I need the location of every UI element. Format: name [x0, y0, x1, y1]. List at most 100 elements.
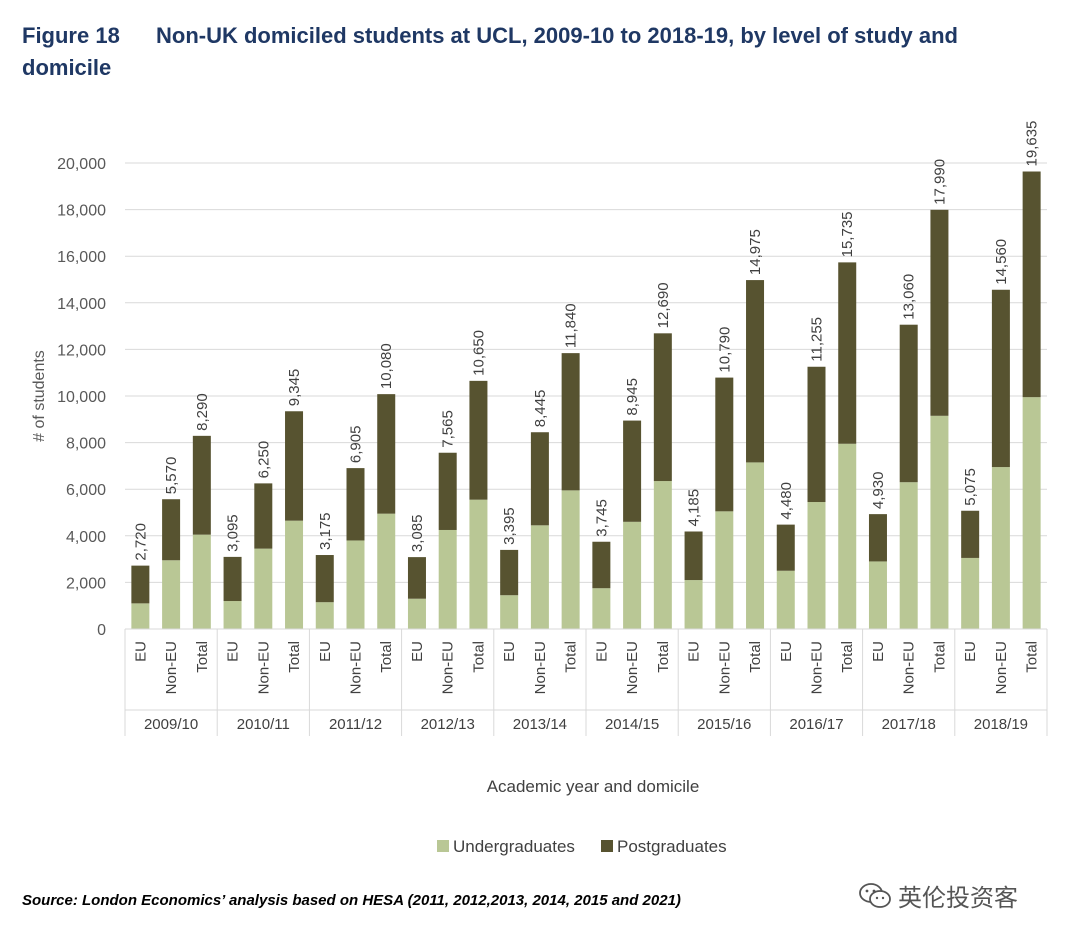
- y-tick-label: 16,000: [57, 249, 106, 266]
- y-tick-label: 10,000: [57, 389, 106, 406]
- x-subcategory-label: Non-EU: [348, 641, 365, 694]
- bar-undergraduates: [930, 415, 949, 629]
- legend-swatch-postgraduates: [601, 840, 613, 852]
- bar-postgraduates: [746, 280, 765, 463]
- total-data-label: 3,395: [501, 507, 518, 545]
- bar-undergraduates: [500, 595, 519, 629]
- total-data-label: 8,290: [194, 393, 211, 431]
- bar-postgraduates: [899, 324, 918, 483]
- total-data-label: 4,930: [870, 472, 887, 510]
- x-subcategory-label: EU: [686, 641, 703, 662]
- total-data-label: 6,250: [255, 441, 272, 479]
- x-subcategory-label: Non-EU: [716, 641, 733, 694]
- total-data-label: 17,990: [931, 159, 948, 205]
- x-subcategory-label: Non-EU: [809, 641, 826, 694]
- chart-title: Non-UK domiciled students at UCL, 2009-1…: [22, 23, 958, 80]
- watermark: 英伦投资客: [858, 878, 1018, 913]
- total-data-label: 15,735: [839, 211, 856, 257]
- y-axis-label: # of students: [31, 350, 48, 442]
- source-note: Source: London Economics’ analysis based…: [22, 892, 681, 909]
- total-data-label: 2,720: [132, 523, 149, 561]
- bar-postgraduates: [530, 432, 549, 526]
- bar-undergraduates: [192, 534, 211, 629]
- legend-swatch-undergraduates: [437, 840, 449, 852]
- bar-postgraduates: [469, 380, 488, 500]
- bar-undergraduates: [684, 580, 703, 629]
- total-data-label: 5,075: [962, 468, 979, 506]
- x-group-label: 2018/19: [974, 716, 1028, 733]
- legend-label-postgraduates: Postgraduates: [617, 837, 727, 856]
- x-subcategory-label: Non-EU: [901, 641, 918, 694]
- bar-postgraduates: [500, 549, 519, 596]
- bar-undergraduates: [346, 540, 365, 629]
- x-subcategory-label: Non-EU: [440, 641, 457, 694]
- total-data-label: 11,255: [809, 317, 826, 362]
- y-tick-label: 8,000: [66, 436, 106, 453]
- total-data-label: 19,635: [1024, 121, 1041, 167]
- x-group-label: 2017/18: [882, 716, 936, 733]
- bar-undergraduates: [377, 513, 396, 629]
- bar-undergraduates: [1022, 397, 1041, 629]
- bar-postgraduates: [807, 366, 826, 503]
- bar-undergraduates: [131, 603, 150, 629]
- x-subcategory-label: Total: [378, 641, 395, 673]
- bar-postgraduates: [438, 452, 457, 530]
- bar-undergraduates: [530, 525, 549, 629]
- x-group-label: 2011/12: [329, 716, 382, 733]
- total-data-label: 8,445: [532, 390, 549, 428]
- total-data-label: 3,745: [593, 499, 610, 537]
- legend-label-undergraduates: Undergraduates: [453, 837, 575, 856]
- bar-undergraduates: [162, 560, 181, 629]
- x-group-label: 2009/10: [144, 716, 198, 733]
- bar-undergraduates: [254, 548, 273, 629]
- x-subcategory-label: EU: [501, 641, 518, 662]
- x-subcategory-label: Non-EU: [255, 641, 272, 694]
- bar-postgraduates: [776, 524, 795, 571]
- bar-postgraduates: [838, 262, 857, 444]
- total-data-label: 5,570: [163, 457, 180, 495]
- total-data-label: 10,790: [716, 327, 733, 373]
- total-data-label: 3,085: [409, 515, 426, 553]
- bar-postgraduates: [592, 541, 611, 589]
- x-subcategory-label: Total: [655, 641, 672, 673]
- total-data-label: 11,840: [563, 303, 580, 348]
- figure-heading: Figure 18 Non-UK domiciled students at UC…: [22, 20, 1052, 84]
- bar-postgraduates: [315, 555, 334, 603]
- wechat-icon: [859, 882, 891, 908]
- x-subcategory-label: EU: [132, 641, 149, 662]
- bar-undergraduates: [715, 511, 734, 629]
- total-data-label: 10,650: [470, 330, 487, 376]
- bar-postgraduates: [131, 565, 150, 604]
- bar-undergraduates: [807, 502, 826, 629]
- y-tick-label: 12,000: [57, 342, 106, 359]
- x-subcategory-label: Non-EU: [624, 641, 641, 694]
- bar-postgraduates: [254, 483, 273, 549]
- x-subcategory-label: Total: [839, 641, 856, 673]
- total-data-label: 3,175: [317, 512, 334, 550]
- bar-postgraduates: [346, 468, 365, 541]
- bar-undergraduates: [438, 529, 457, 629]
- bar-postgraduates: [162, 499, 181, 561]
- total-data-label: 12,690: [655, 282, 672, 328]
- y-tick-label: 4,000: [66, 529, 106, 546]
- bar-undergraduates: [223, 601, 242, 629]
- x-subcategory-label: Total: [470, 641, 487, 673]
- figure-label: Figure 18: [22, 23, 120, 48]
- bar-postgraduates: [285, 411, 304, 521]
- x-subcategory-label: Total: [194, 641, 211, 673]
- total-data-label: 9,345: [286, 369, 303, 407]
- bar-undergraduates: [991, 467, 1010, 629]
- bar-postgraduates: [715, 377, 734, 512]
- bar-postgraduates: [684, 531, 703, 581]
- bar-undergraduates: [623, 521, 642, 629]
- y-tick-label: 14,000: [57, 296, 106, 313]
- bar-undergraduates: [776, 570, 795, 629]
- bar-postgraduates: [653, 333, 672, 482]
- bar-undergraduates: [285, 520, 304, 629]
- bar-undergraduates: [315, 602, 334, 629]
- x-group-label: 2012/13: [421, 716, 475, 733]
- bar-postgraduates: [223, 556, 242, 602]
- x-subcategory-label: EU: [778, 641, 795, 662]
- bar-undergraduates: [746, 462, 765, 629]
